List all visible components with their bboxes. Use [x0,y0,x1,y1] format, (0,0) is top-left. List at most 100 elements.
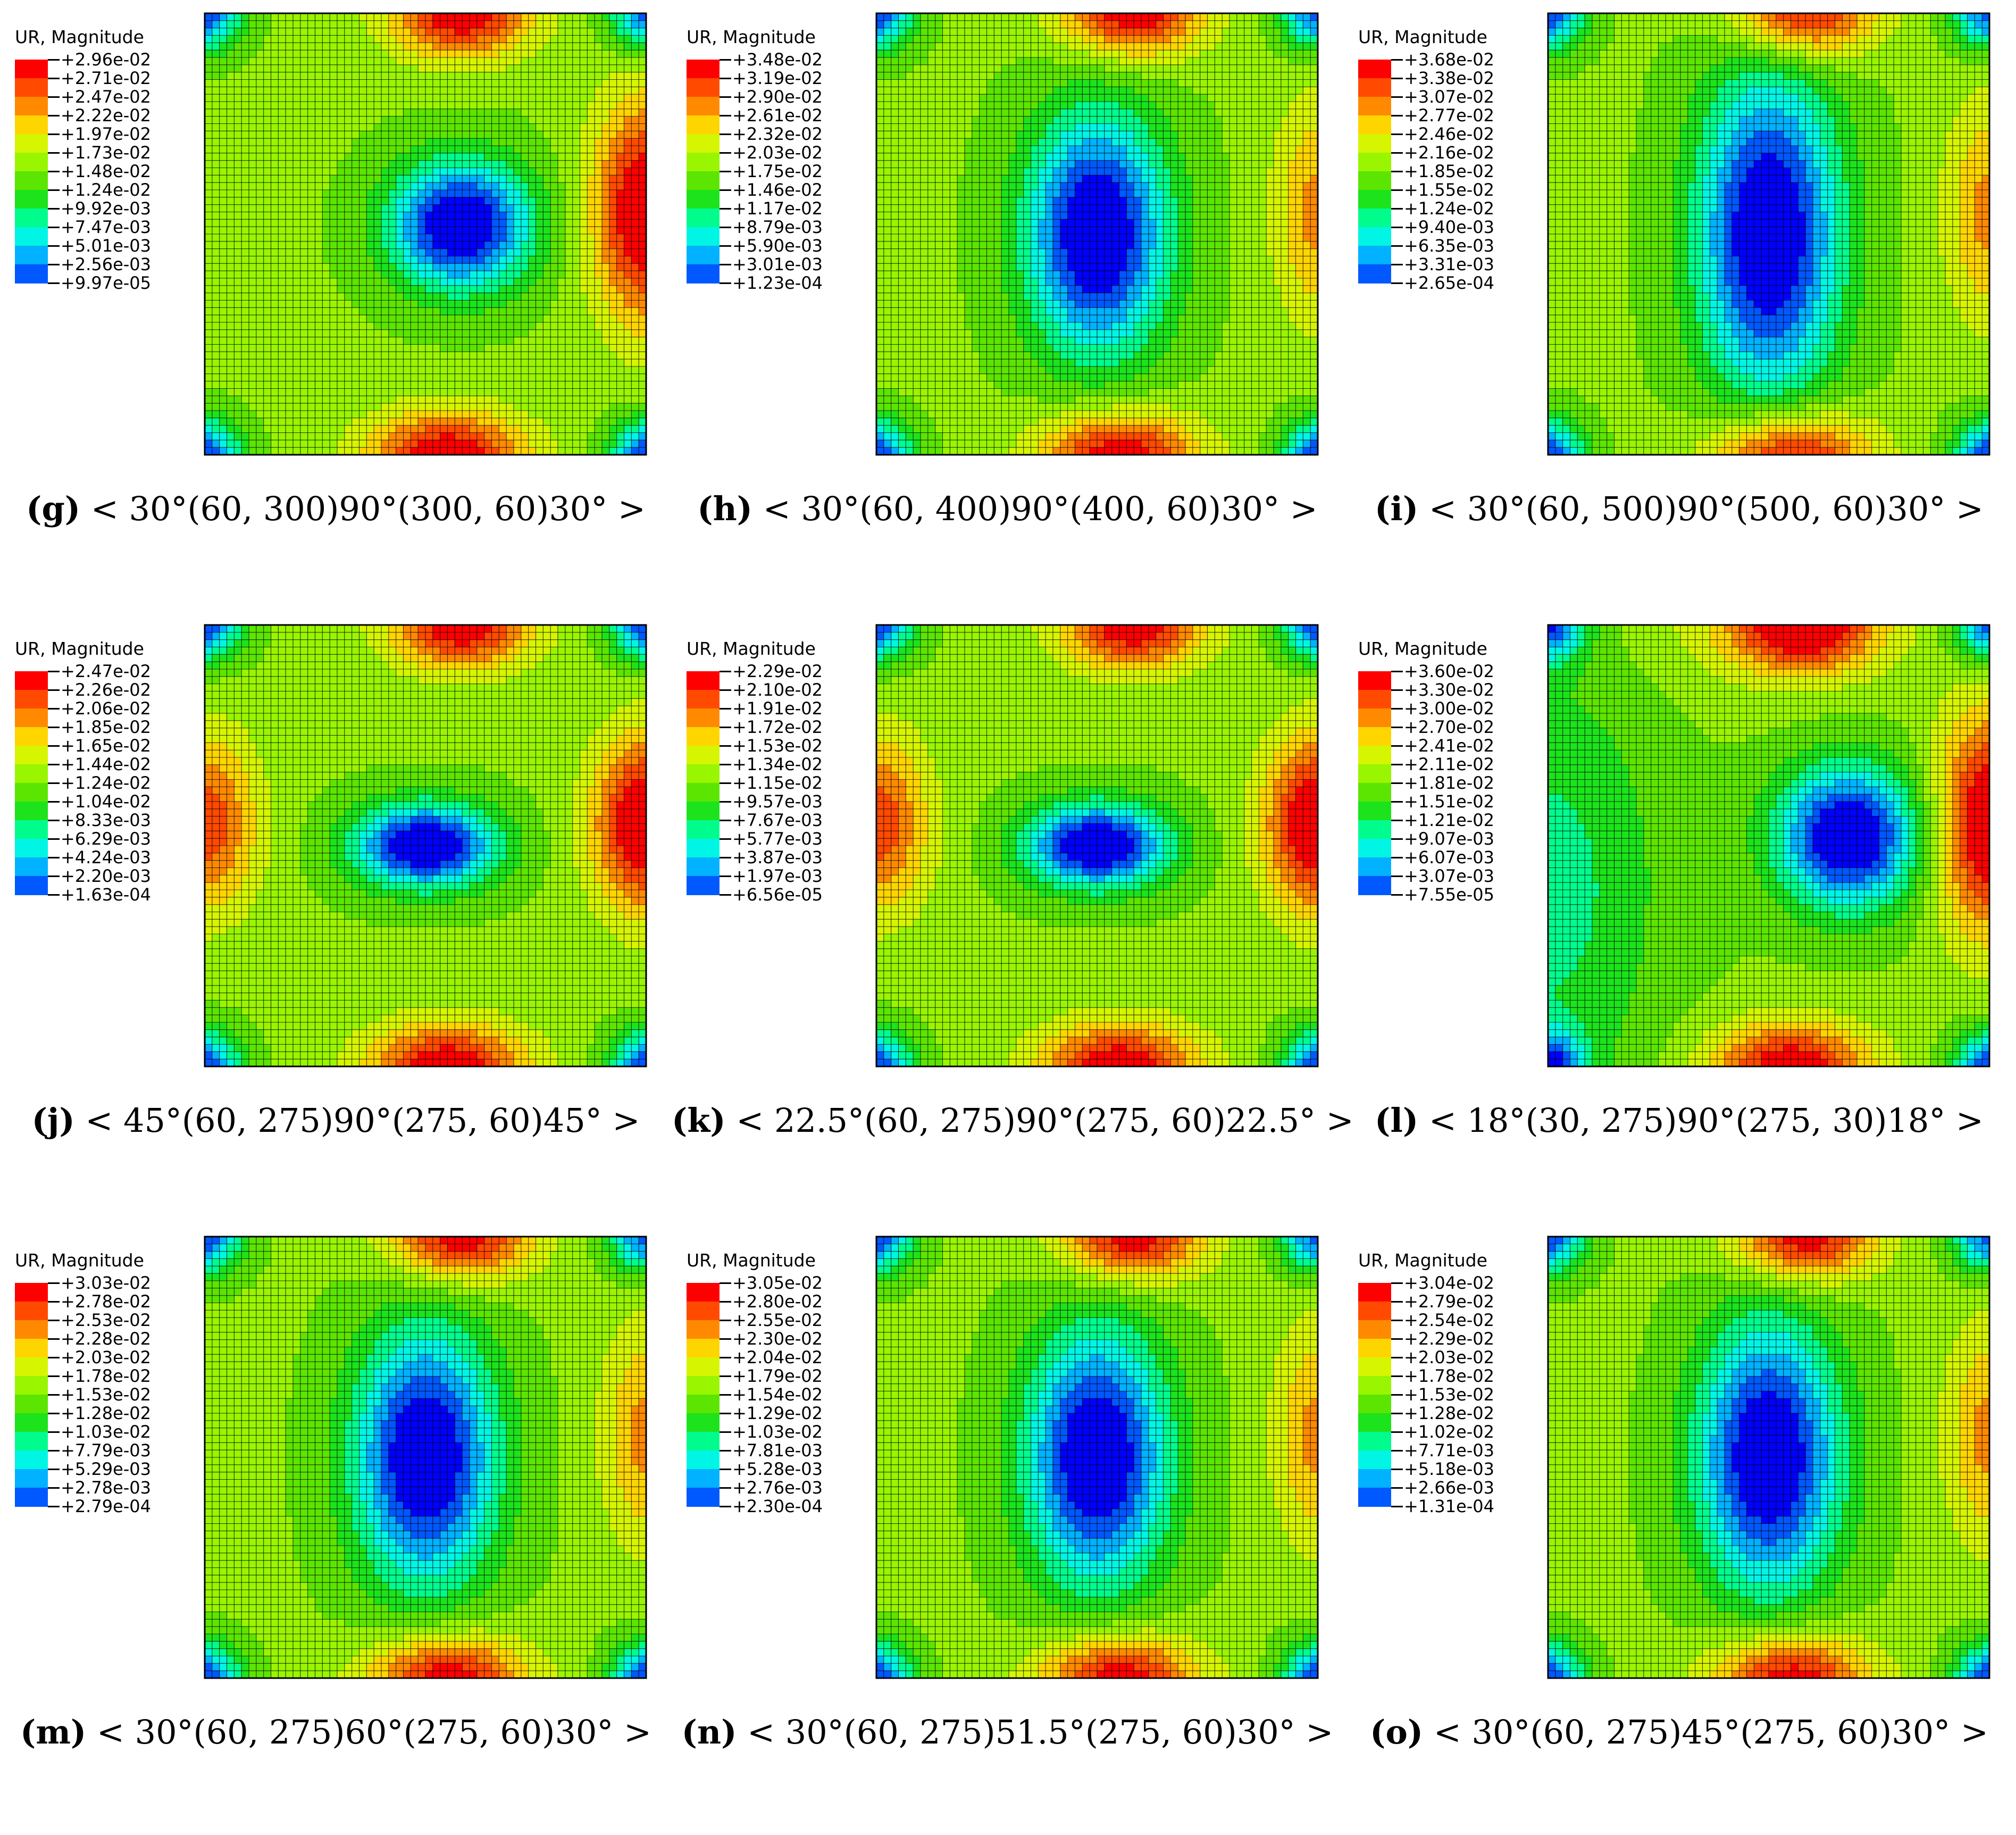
legend-swatch [1358,671,1391,690]
legend-swatch [1358,1432,1391,1451]
legend-tick [1391,227,1403,228]
legend-label: +1.24e-02 [61,774,151,791]
legend-label: +9.92e-03 [61,200,151,217]
legend-tick [720,96,731,98]
legend-colorbar [15,671,48,895]
legend-swatch [1358,78,1391,97]
legend-label: +2.03e-02 [61,1349,151,1366]
legend-label: +2.32e-02 [732,126,823,143]
legend-tick [48,1487,60,1489]
legend-tick [720,782,731,784]
legend-swatch [687,115,720,135]
legend-swatch [1358,1413,1391,1432]
panel-l: UR, Magnitude+3.60e-02+3.30e-02+3.00e-02… [1343,612,2015,1223]
legend-swatch [15,802,48,821]
legend-colorbar [15,1283,48,1506]
legend-swatch [687,264,720,283]
legend-swatch [15,1283,48,1302]
legend-tick [1391,134,1403,135]
legend-swatch [1358,746,1391,765]
legend-swatch [687,671,720,690]
legend-tick [48,764,60,765]
legend-label: +1.28e-02 [1404,1405,1494,1422]
legend-label: +2.54e-02 [1404,1312,1494,1329]
caption-letter: (m) [20,1713,86,1751]
legend-tick [720,1431,731,1433]
legend-label: +5.77e-03 [732,830,823,847]
legend-tick [48,875,60,877]
legend-tick [48,801,60,803]
legend-tick [720,1394,731,1396]
legend-label: +6.35e-03 [1404,237,1494,254]
legend-label: +3.87e-03 [732,849,823,866]
legend-swatch [15,727,48,746]
legend-swatch [15,764,48,783]
legend-swatch [15,115,48,135]
legend-tick [1391,264,1403,265]
panel-m: UR, Magnitude+3.03e-02+2.78e-02+2.53e-02… [0,1223,672,1835]
legend-tick [720,1487,731,1489]
legend-tick [720,1469,731,1470]
legend-tick [48,134,60,135]
contour-plot [1548,625,1989,1066]
legend-tick [720,875,731,877]
legend-label: +8.79e-03 [732,219,823,236]
panel-caption: (h) < 30°(60, 400)90°(400, 60)30° > [672,489,1343,528]
legend-tick [1391,875,1403,877]
legend-tick [48,671,60,672]
contour-plot [205,625,646,1066]
legend-swatch [15,264,48,283]
mesh-grid [876,13,1318,455]
legend-swatch [687,746,720,765]
legend-colorbar [687,60,720,283]
legend-tick [1391,782,1403,784]
legend-label: +1.53e-02 [61,1386,151,1403]
legend-swatch [687,134,720,153]
legend-swatch [687,1488,720,1507]
legend-label: +1.17e-02 [732,200,823,217]
legend-label: +9.97e-05 [61,274,151,291]
legend-label: +1.85e-02 [61,719,151,736]
caption-letter: (i) [1375,489,1418,528]
legend-tick [720,115,731,116]
legend-title: UR, Magnitude [687,1250,816,1271]
legend-tick [48,1413,60,1414]
legend-swatch [687,1339,720,1358]
legend-label: +2.71e-02 [61,70,151,87]
legend-swatch [1358,115,1391,135]
legend-label: +3.00e-02 [1404,700,1494,717]
legend-swatch [687,60,720,79]
legend-label: +2.79e-04 [61,1498,151,1515]
legend-tick [48,1338,60,1340]
legend-tick [1391,171,1403,172]
legend-swatch [687,802,720,821]
legend-tick [720,78,731,79]
legend-label: +1.02e-02 [1404,1423,1494,1440]
legend-swatch [687,1283,720,1302]
legend-swatch [15,671,48,690]
legend-tick [1391,1413,1403,1414]
panel-i: UR, Magnitude+3.68e-02+3.38e-02+3.07e-02… [1343,0,2015,612]
legend-label: +5.01e-03 [61,237,151,254]
legend-tick [1391,1506,1403,1507]
legend-label: +1.55e-02 [1404,181,1494,198]
legend-tick [48,1301,60,1303]
legend-swatch [1358,1450,1391,1470]
legend-title: UR, Magnitude [1358,1250,1487,1271]
legend-tick [48,1282,60,1284]
legend-label: +2.80e-02 [732,1293,823,1310]
legend-swatch [15,839,48,858]
legend-tick [48,1394,60,1396]
legend-tick [48,689,60,691]
mesh-grid [205,625,646,1066]
legend-tick [720,59,731,61]
legend-label: +5.28e-03 [732,1461,823,1478]
caption-formula: < 30°(60, 500)90°(500, 60)30° > [1418,489,1984,528]
legend-label: +2.53e-02 [61,1312,151,1329]
legend-title: UR, Magnitude [15,1250,144,1271]
panel-caption: (j) < 45°(60, 275)90°(275, 60)45° > [0,1101,672,1140]
legend-swatch [687,727,720,746]
legend-tick [1391,59,1403,61]
legend-label: +2.03e-02 [732,144,823,161]
legend-label: +2.70e-02 [1404,719,1494,736]
